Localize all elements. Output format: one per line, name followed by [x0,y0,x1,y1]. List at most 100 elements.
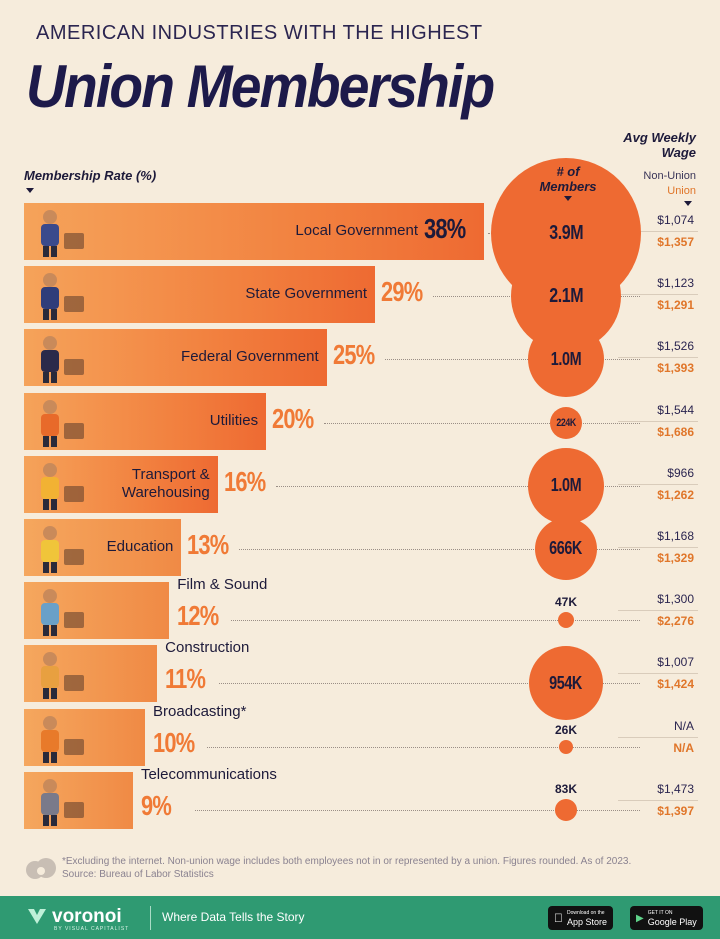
worker-illustration-icon [28,270,90,321]
google-play-label: Google Play [647,917,697,927]
category-label: Construction [165,639,249,657]
category-label: Utilities [58,412,258,430]
bar-2 [24,329,327,387]
rate-label: 25% [332,339,375,371]
rate-label: 9% [140,789,172,821]
category-label: Film & Sound [177,576,267,594]
bar-3 [24,392,267,450]
members-bubble: 1.0M [528,447,604,524]
members-arrow-icon [564,196,572,201]
non-union-wage: $1,074 [657,213,694,227]
members-header-line2: Members [539,179,597,194]
category-label: Broadcasting* [153,703,246,721]
worker-illustration-icon [28,460,90,510]
union-wage: $1,424 [657,677,694,692]
non-union-wage: $1,007 [657,655,694,670]
non-union-wage: $1,300 [657,592,694,607]
category-label: Local Government [218,222,418,240]
non-union-legend: Non-Union [643,170,696,182]
apple-icon:  [554,911,563,925]
category-label-line: Education [106,538,174,555]
non-union-wage: $1,473 [657,781,694,796]
union-wage: $1,397 [657,803,694,818]
union-wage: N/A [673,740,694,755]
category-label-line: Construction [165,639,250,657]
union-wage: $2,276 [657,614,694,629]
chart-title: Union Membership [26,53,495,120]
worker-illustration-icon [28,713,90,763]
worker-illustration-icon [28,207,90,257]
worker-illustration-icon [28,649,90,700]
members-label: 83K [554,781,577,796]
leader-line [324,422,640,424]
cloud-logo-icon [24,852,58,886]
google-play-caption: GET IT ON [647,910,673,916]
non-union-wage: N/A [673,718,694,733]
union-wage: $1,262 [657,487,694,502]
members-bubble: 666K [535,518,597,580]
app-store-button[interactable]:  Download on the App Store [548,906,614,930]
non-union-wage: $1,544 [657,402,694,417]
footer-divider [150,906,151,930]
wage-separator [618,736,698,738]
members-header-line1: # of [556,164,580,179]
wage-separator [618,799,698,801]
non-union-wage: $1,526 [657,339,694,354]
wage-separator [618,420,698,422]
leader-line [219,683,640,685]
leader-line [239,549,640,550]
category-label: Transport & Warehousing [10,466,210,502]
members-bubble: 224K [550,406,582,439]
rate-label: 13% [187,529,229,560]
wage-separator [618,294,698,296]
app-store-caption: Download on the [558,910,605,916]
category-label: State Government [167,285,367,303]
members-label: 2.1M [548,284,583,307]
chart-subtitle: AMERICAN INDUSTRIES WITH THE HIGHEST [36,22,483,44]
members-bubble [555,798,577,821]
brand-name[interactable]: voronoi [52,906,122,927]
members-header: # of Members [528,164,608,201]
wage-separator [618,357,698,359]
category-label-line: Utilities [209,411,259,429]
google-play-button[interactable]: ▶ GET IT ON Google Play [630,906,703,930]
rate-label: 16% [223,465,266,497]
wage-separator [618,483,698,485]
play-icon: ▶ [636,912,644,924]
rate-label: 29% [381,276,423,308]
union-wage: $1,357 [657,235,694,249]
members-label: 3.9M [549,221,583,244]
members-bubble: 1.0M [528,321,604,398]
union-legend: Union [667,185,696,197]
members-label: 954K [549,672,583,693]
union-wage: $1,329 [657,551,694,565]
category-label-line: Film & Sound [177,576,268,594]
wage-separator [618,547,698,548]
leader-line [275,485,640,487]
category-label: Telecommunications [141,766,277,784]
footnote: *Excluding the internet. Non-union wage … [62,855,702,881]
wage-separator [618,610,698,612]
members-bubble [559,739,573,754]
members-label: 47K [554,594,577,609]
rate-axis-label: Membership Rate (%) [24,168,157,183]
source-text: Source: Bureau of Labor Statistics [62,869,214,880]
wage-arrow-icon [684,201,692,206]
leader-line [231,620,640,622]
rate-label: 20% [272,402,314,434]
category-label: Federal Government [119,348,319,366]
worker-illustration-icon [28,586,90,637]
category-label-line: State Government [245,285,368,303]
category-label-line: Warehousing [121,483,210,501]
footnote-text: *Excluding the internet. Non-union wage … [62,856,632,867]
members-bubble: 954K [528,646,604,721]
rate-label: 38% [424,213,466,244]
worker-illustration-icon [28,523,90,573]
bar-0 [24,203,484,260]
leader-line [384,359,640,361]
non-union-wage: $966 [667,465,694,480]
wage-header-line1: Avg Weekly [623,130,696,145]
wage-header-line2: Wage [661,145,696,160]
worker-illustration-icon [28,397,90,447]
members-label: 1.0M [550,348,582,369]
